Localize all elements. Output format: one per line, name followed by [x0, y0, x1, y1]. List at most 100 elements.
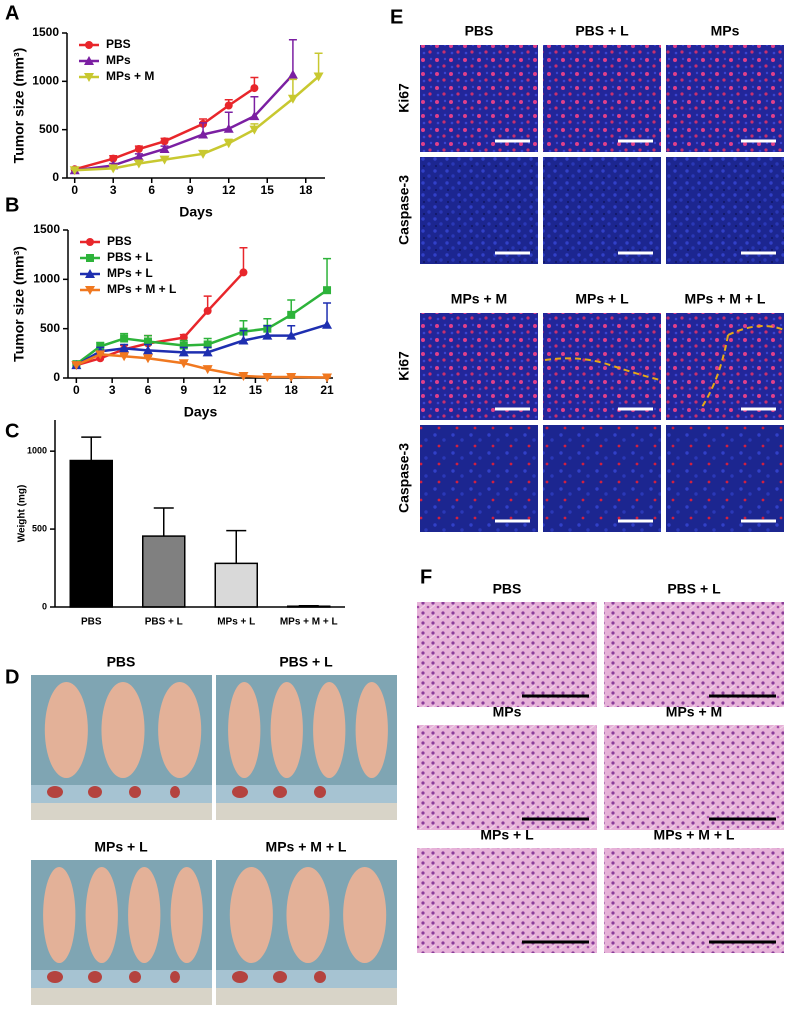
ruler — [216, 803, 397, 820]
data-point — [286, 330, 297, 340]
mouse — [128, 867, 161, 963]
x-tick-label: 9 — [180, 383, 187, 397]
data-point — [179, 333, 188, 342]
data-point — [202, 347, 213, 357]
x-tick-label: 18 — [285, 383, 299, 397]
tumor — [47, 786, 63, 798]
data-point — [69, 166, 80, 176]
panel-label: B — [5, 194, 19, 216]
legend-marker — [85, 269, 95, 278]
error-bar — [226, 529, 247, 564]
tumor — [88, 786, 102, 798]
tumor — [129, 786, 141, 798]
x-tick-label: 3 — [109, 383, 116, 397]
column-label: PBS + L — [667, 581, 721, 597]
he-image — [604, 602, 784, 707]
data-point — [133, 159, 144, 169]
data-point — [159, 155, 170, 165]
caspase-image — [666, 157, 784, 264]
mouse — [286, 867, 330, 963]
data-point — [179, 341, 188, 350]
data-point — [203, 306, 212, 315]
legend-label: PBS + L — [107, 250, 153, 264]
group-label: MPs + L — [94, 839, 148, 855]
error-bar — [81, 436, 102, 461]
column-label: PBS — [465, 23, 494, 39]
panel-label: A — [5, 2, 19, 24]
data-point — [202, 365, 213, 375]
column-label: MPs + M + L — [685, 291, 766, 307]
legend-marker — [84, 73, 94, 82]
caspase-image — [666, 425, 784, 532]
data-point — [178, 347, 189, 357]
data-point — [178, 359, 189, 369]
ki67-image — [666, 313, 784, 420]
group-label: PBS — [107, 654, 136, 670]
y-tick-label: 0 — [42, 601, 47, 611]
panel-label: F — [420, 566, 432, 588]
mouse — [43, 867, 76, 963]
y-tick-label: 0 — [52, 170, 59, 184]
series-line — [74, 73, 294, 172]
legend-label: MPs + M — [106, 69, 154, 83]
data-point — [109, 154, 118, 163]
data-point — [203, 340, 212, 349]
column-label: MPs + L — [575, 291, 629, 307]
x-tick-label: 15 — [261, 183, 275, 197]
tumor — [232, 971, 248, 983]
x-tick-label: PBS + L — [145, 617, 183, 628]
tumor — [273, 971, 287, 983]
boundary — [544, 357, 661, 381]
bar — [214, 562, 258, 608]
data-point — [238, 372, 249, 382]
y-axis-title: Weight (mg) — [17, 485, 28, 543]
error-bar — [239, 247, 248, 273]
x-tick-label: MPs + L — [217, 617, 255, 628]
error-bar — [323, 257, 332, 291]
he-image — [417, 848, 597, 953]
data-point — [142, 345, 153, 355]
data-point — [239, 268, 248, 277]
group-label: MPs + M + L — [266, 839, 347, 855]
error-bar — [153, 507, 174, 537]
data-point — [287, 94, 298, 104]
ki67-image — [420, 313, 538, 420]
x-tick-label: 12 — [213, 383, 227, 397]
x-tick-label: 12 — [222, 183, 236, 197]
mouse — [228, 682, 261, 778]
y-tick-label: 500 — [40, 321, 60, 335]
he-image — [417, 602, 597, 707]
bar — [142, 535, 186, 608]
mouse — [270, 682, 303, 778]
boundary — [699, 325, 785, 411]
bar — [69, 459, 113, 608]
legend-marker — [86, 254, 94, 262]
data-point — [286, 373, 297, 383]
x-tick-label: 3 — [110, 183, 117, 197]
y-axis-title: Tumor size (mm³) — [11, 246, 27, 362]
tumor — [170, 971, 180, 983]
ki67-image — [420, 45, 538, 152]
series-line — [75, 323, 328, 367]
row-label: Caspase-3 — [396, 443, 412, 513]
mouse — [44, 682, 88, 778]
caspase-image — [420, 425, 538, 532]
data-point — [198, 129, 209, 139]
series-line — [75, 353, 328, 379]
mouse — [343, 867, 387, 963]
tumor — [129, 971, 141, 983]
column-label: MPs + M — [451, 291, 507, 307]
row-label: Ki67 — [396, 351, 412, 381]
legend-marker — [86, 238, 94, 246]
data-point — [134, 145, 143, 153]
row-label: Ki67 — [396, 83, 412, 113]
data-point — [223, 139, 234, 149]
ruler — [216, 988, 397, 1005]
data-point — [119, 352, 130, 362]
data-point — [262, 373, 273, 383]
mouse — [229, 867, 273, 963]
data-point — [223, 123, 234, 133]
x-tick-label: 6 — [148, 183, 155, 197]
error-bar — [288, 39, 297, 75]
